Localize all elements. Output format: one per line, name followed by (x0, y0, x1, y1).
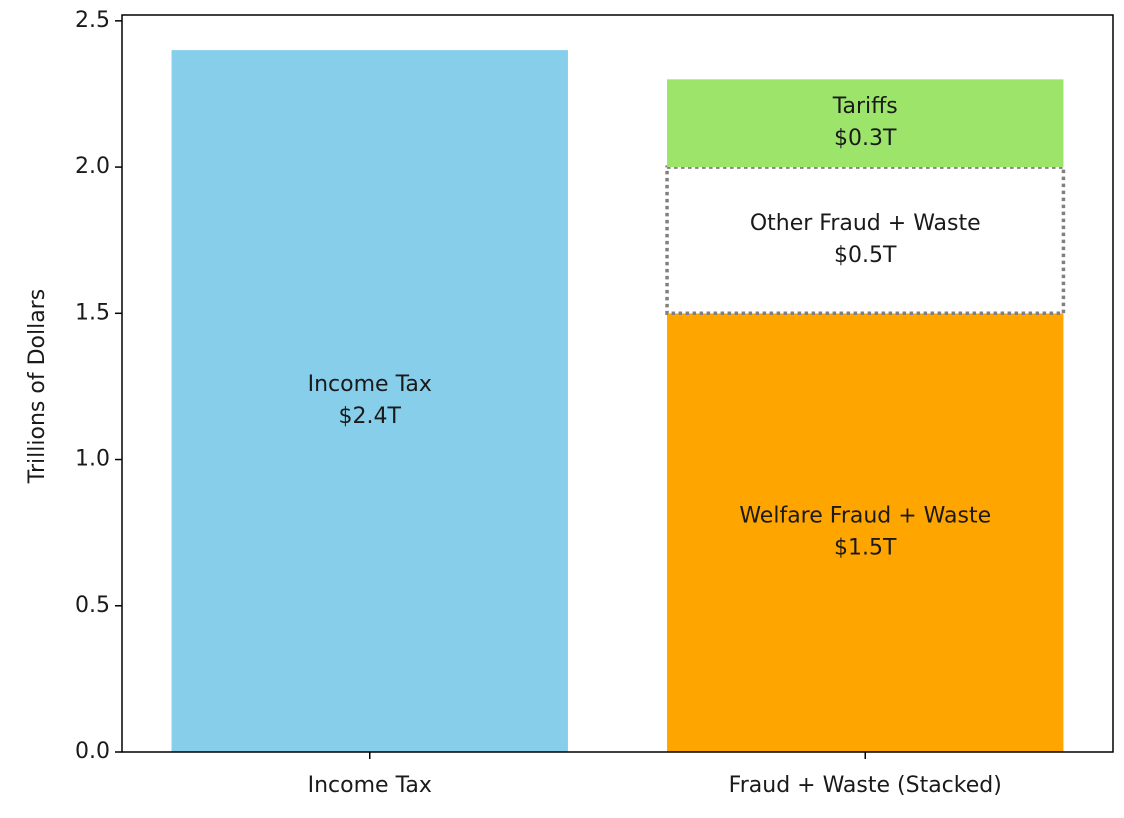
y-tick-label: 1.5 (75, 300, 110, 325)
y-tick-label: 0.5 (75, 593, 110, 618)
y-tick-label: 1.0 (75, 447, 110, 472)
axes-frame (121, 14, 1114, 753)
y-axis-label: Trillions of Dollars (25, 289, 50, 484)
segment-value-label: $1.5T (834, 536, 897, 561)
bar-segment (665, 165, 1066, 316)
y-tick-label: 2.5 (75, 8, 110, 33)
segment-value-label: $0.3T (834, 126, 897, 151)
x-tick-label: Income Tax (308, 773, 432, 798)
bar-segment (171, 50, 568, 753)
bar-segment (667, 79, 1064, 168)
y-tick-label: 0.0 (75, 739, 110, 764)
segment-name: Other Fraud + Waste (750, 211, 981, 236)
segment-name: Tariffs (832, 94, 898, 119)
segment-value-label: $2.4T (339, 404, 402, 429)
segment-name: Income Tax (308, 372, 432, 397)
y-tick-label: 2.0 (75, 154, 110, 179)
segment-value-label: $0.5T (834, 243, 897, 268)
bar-segment (667, 313, 1064, 752)
x-tick-label: Fraud + Waste (Stacked) (729, 773, 1002, 798)
segment-name: Welfare Fraud + Waste (739, 504, 991, 529)
